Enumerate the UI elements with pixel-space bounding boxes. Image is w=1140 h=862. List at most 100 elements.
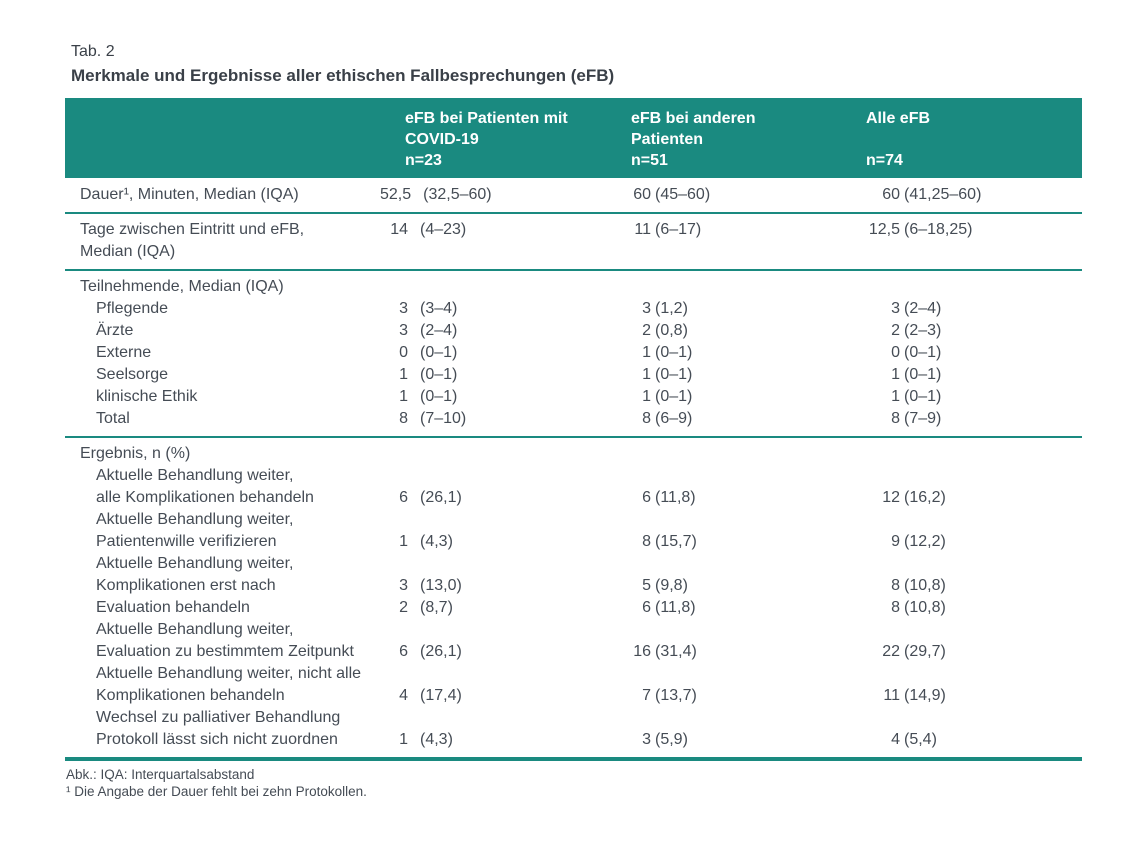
- row-value-cell: [850, 663, 1082, 685]
- value-iqr: (2–3): [904, 322, 942, 339]
- table-row: Ärzte 3 (2–4) 2 (0,8) 2 (2–3): [65, 320, 1082, 342]
- row-value-cell: 1 (0–1): [615, 364, 850, 386]
- value-median: 60: [633, 186, 651, 203]
- header-cell-all-efb: Alle eFB n=74: [850, 98, 1082, 179]
- table-row: Komplikationen behandeln 4 (17,4) 7 (13,7) 11…: [65, 685, 1082, 707]
- value-median: 1: [399, 366, 408, 383]
- value-iqr: (15,7): [655, 533, 697, 550]
- row-value-cell: 8 (10,8): [850, 597, 1082, 619]
- row-label: Aktuelle Behandlung weiter, nicht alle: [96, 665, 362, 682]
- row-label: klinische Ethik: [96, 388, 198, 405]
- row-value-cell: 3 (2–4): [850, 298, 1082, 320]
- value-iqr: (1,2): [655, 300, 688, 317]
- row-label: Aktuelle Behandlung weiter,: [96, 467, 294, 484]
- value-iqr: (3–4): [420, 300, 458, 317]
- table-section: Ergebnis, n (%) Aktuelle Behandlung weite…: [65, 438, 1082, 761]
- row-value-cell: 6 (11,8): [615, 597, 850, 619]
- value-median: 3: [399, 577, 408, 594]
- row-value-cell: 52,5 (32,5–60): [380, 184, 615, 206]
- row-value-cell: 8 (7–9): [850, 408, 1082, 430]
- value-iqr: (45–60): [655, 186, 711, 203]
- value-iqr: (6–9): [655, 410, 693, 427]
- row-value-cell: [380, 443, 615, 465]
- value-median: 11: [883, 687, 900, 704]
- row-label: Externe: [96, 344, 152, 361]
- value-median: 12,5: [868, 221, 900, 238]
- row-label: Wechsel zu palliativer Behandlung: [96, 709, 341, 726]
- row-value-cell: [850, 465, 1082, 487]
- row-value-cell: 8 (7–10): [380, 408, 615, 430]
- value-iqr: (4,3): [420, 731, 453, 748]
- table-row: Median (IQA): [65, 241, 1082, 263]
- value-median: 7: [642, 687, 651, 704]
- table-row: Evaluation behandeln 2 (8,7) 6 (11,8) 8 (10,8): [65, 597, 1082, 619]
- value-iqr: (29,7): [904, 643, 946, 660]
- column-count: n=23: [405, 152, 442, 169]
- value-iqr: (11,8): [655, 599, 696, 616]
- table-body: Dauer¹, Minuten, Median (IQA) 52,5 (32,5–6…: [65, 178, 1082, 761]
- row-label: Komplikationen behandeln: [96, 687, 285, 704]
- value-median: 2: [891, 322, 900, 339]
- table-row: Wechsel zu palliativer Behandlung: [65, 707, 1082, 729]
- row-value-cell: 6 (11,8): [615, 487, 850, 509]
- value-median: 14: [390, 221, 408, 238]
- value-median: 3: [891, 300, 900, 317]
- row-value-cell: [850, 553, 1082, 575]
- table-row: Patientenwille verifizieren 1 (4,3) 8 (15,7)…: [65, 531, 1082, 553]
- row-value-cell: 16 (31,4): [615, 641, 850, 663]
- row-value-cell: [615, 443, 850, 465]
- row-value-cell: 2 (8,7): [380, 597, 615, 619]
- row-value-cell: 14 (4–23): [380, 219, 615, 241]
- row-value-cell: 22 (29,7): [850, 641, 1082, 663]
- value-iqr: (2–4): [904, 300, 942, 317]
- value-iqr: (26,1): [420, 489, 462, 506]
- row-value-cell: 2 (2–3): [850, 320, 1082, 342]
- row-value-cell: [850, 241, 1082, 263]
- row-value-cell: [850, 619, 1082, 641]
- row-value-cell: 1 (0–1): [380, 386, 615, 408]
- value-iqr: (17,4): [420, 687, 462, 704]
- abbreviation-note: Abk.: IQA: Interquartalsabstand: [66, 767, 255, 782]
- value-median: 4: [399, 687, 408, 704]
- value-median: 8: [399, 410, 408, 427]
- row-value-cell: [380, 619, 615, 641]
- row-value-cell: 11 (6–17): [615, 219, 850, 241]
- value-iqr: (2–4): [420, 322, 458, 339]
- row-label: Dauer¹, Minuten, Median (IQA): [80, 186, 299, 203]
- row-value-cell: 0 (0–1): [850, 342, 1082, 364]
- value-iqr: (14,9): [904, 687, 946, 704]
- table-row: Ergebnis, n (%): [65, 443, 1082, 465]
- value-iqr: (8,7): [420, 599, 453, 616]
- row-value-cell: 3 (5,9): [615, 729, 850, 751]
- value-iqr: (0–1): [904, 344, 942, 361]
- value-median: 3: [399, 322, 408, 339]
- value-median: 2: [399, 599, 408, 616]
- value-iqr: (32,5–60): [423, 186, 492, 203]
- row-label: Evaluation behandeln: [96, 599, 250, 616]
- row-label: Seelsorge: [96, 366, 169, 383]
- row-value-cell: [380, 707, 615, 729]
- value-iqr: (4,3): [420, 533, 453, 550]
- value-iqr: (16,2): [904, 489, 946, 506]
- value-iqr: (6–18,25): [904, 221, 973, 238]
- value-median: 2: [642, 322, 651, 339]
- value-median: 6: [399, 489, 408, 506]
- row-label: alle Komplikationen behandeln: [96, 489, 314, 506]
- value-median: 9: [891, 533, 900, 550]
- row-value-cell: [850, 443, 1082, 465]
- table-row: Seelsorge 1 (0–1) 1 (0–1) 1 (0–1): [65, 364, 1082, 386]
- value-iqr: (26,1): [420, 643, 462, 660]
- row-label: Komplikationen erst nach: [96, 577, 276, 594]
- row-label: Aktuelle Behandlung weiter,: [96, 621, 294, 638]
- column-count: n=74: [866, 152, 903, 169]
- value-iqr: (0,8): [655, 322, 688, 339]
- row-label: Pflegende: [96, 300, 169, 317]
- table-footer: Abk.: IQA: Interquartalsabstand ¹ Die An…: [65, 766, 1082, 800]
- table-row: Aktuelle Behandlung weiter,: [65, 553, 1082, 575]
- row-value-cell: 11 (14,9): [850, 685, 1082, 707]
- value-iqr: (0–1): [655, 388, 693, 405]
- row-value-cell: 1 (0–1): [615, 386, 850, 408]
- value-iqr: (0–1): [420, 366, 458, 383]
- row-value-cell: 1 (4,3): [380, 729, 615, 751]
- value-median: 3: [642, 731, 651, 748]
